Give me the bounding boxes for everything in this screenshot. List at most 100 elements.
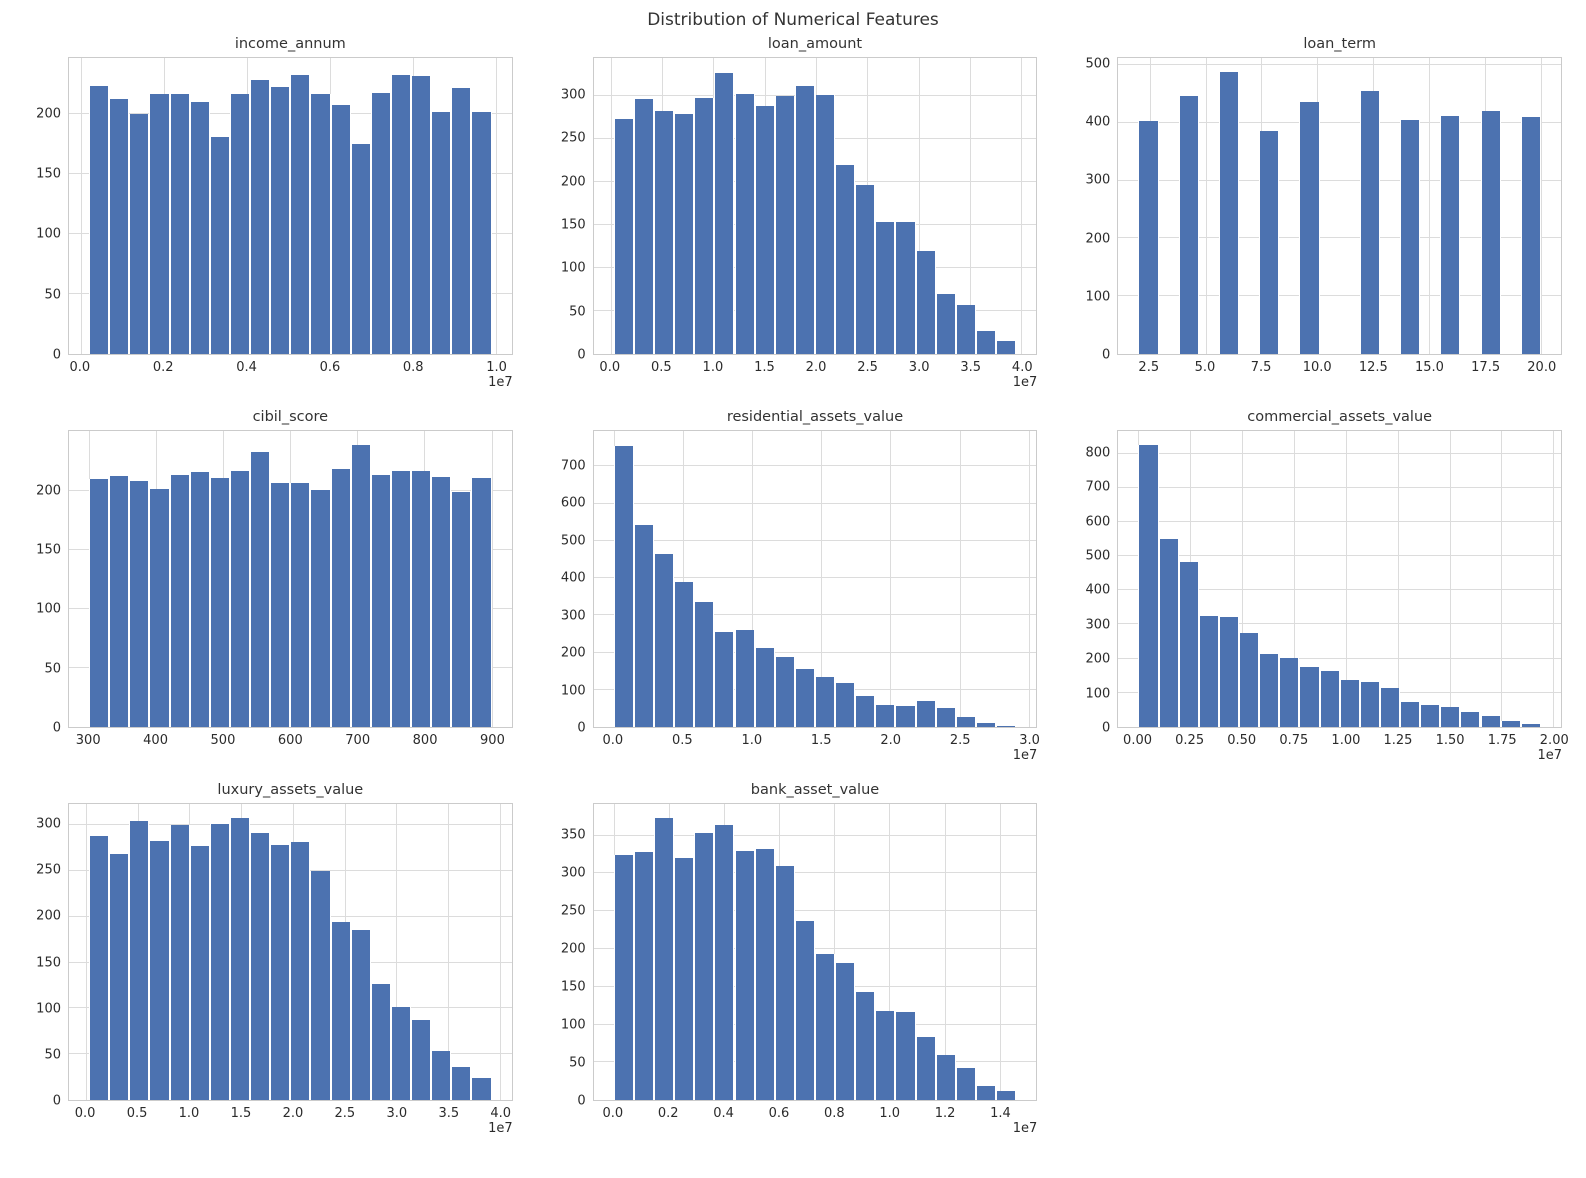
- gridline-vertical: [889, 804, 891, 1100]
- histogram-bar: [875, 704, 896, 727]
- x-tick-label: 1.2: [934, 1106, 956, 1121]
- x-tick-label: 0.25: [1175, 733, 1205, 748]
- gridline-vertical: [1553, 431, 1555, 727]
- x-tick-label: 0.2: [152, 360, 174, 375]
- gridline-vertical: [1242, 431, 1244, 727]
- x-tick-label: 1.25: [1383, 733, 1413, 748]
- x-tick-label: 1.0: [486, 360, 507, 375]
- gridline-vertical: [890, 431, 892, 727]
- histogram-bar: [915, 1037, 936, 1100]
- chart-title: bank_asset_value: [750, 782, 880, 798]
- axis-offset-label: 1e7: [1012, 375, 1038, 390]
- histogram-bar: [835, 683, 856, 727]
- histogram-bar: [794, 669, 815, 727]
- histogram-bar: [431, 1051, 452, 1100]
- histogram-bar: [390, 74, 412, 354]
- y-axis: 0 50 100 150 200: [24, 430, 68, 734]
- x-tick-label: 0.4: [236, 360, 257, 375]
- y-tick-label: 300: [560, 608, 586, 624]
- y-axis: 0 100 200 300 400 500: [1073, 56, 1117, 361]
- histogram-bar: [229, 93, 251, 354]
- x-tick-label: 2.0: [880, 733, 902, 748]
- y-tick-label: 0: [577, 720, 586, 736]
- gridline-vertical: [1429, 58, 1431, 354]
- y-tick-label: 100: [1085, 686, 1111, 702]
- gridline-vertical: [970, 58, 971, 354]
- x-tick-label: 0.0: [602, 733, 624, 748]
- histogram-bar: [1500, 720, 1521, 727]
- y-tick-label: 0: [1102, 720, 1111, 736]
- histogram-bar: [270, 845, 291, 1100]
- histogram-bar: [654, 111, 675, 354]
- histogram-bar: [1339, 680, 1360, 727]
- y-tick-label: 250: [560, 903, 586, 919]
- histogram-bar: [996, 341, 1017, 354]
- histogram-bar: [996, 725, 1017, 727]
- y-tick-label: 0: [577, 1093, 586, 1109]
- gridline-horizontal: [69, 824, 512, 826]
- x-tick-label: 3.0: [908, 360, 930, 375]
- y-tick-label: 700: [1085, 479, 1111, 495]
- plot-area: [592, 803, 1038, 1101]
- histogram-bar: [370, 92, 391, 354]
- histogram-bar: [674, 858, 695, 1100]
- axis-offset-label: 1e7: [488, 1121, 513, 1136]
- gridline-horizontal: [593, 502, 1037, 504]
- histogram-bar: [471, 1078, 492, 1100]
- histogram-bar: [1359, 90, 1380, 354]
- y-tick-label: 200: [36, 106, 61, 122]
- gridline-vertical: [1294, 431, 1296, 727]
- histogram-bar: [935, 1054, 956, 1100]
- histogram-bar: [209, 478, 230, 727]
- histogram-bar: [694, 602, 715, 727]
- histogram-bar: [169, 93, 190, 354]
- histogram-bar: [250, 452, 271, 727]
- x-tick-label: 900: [480, 733, 505, 748]
- histogram-bar: [1259, 131, 1280, 354]
- axis-offset-label: 1e7: [488, 375, 513, 390]
- x-tick-label: 0.0: [602, 1106, 624, 1121]
- gridline-vertical: [495, 58, 497, 354]
- histogram-bar: [1218, 616, 1240, 727]
- y-tick-label: 500: [1085, 56, 1111, 72]
- gridline-horizontal: [1118, 486, 1561, 488]
- histogram-bar: [814, 676, 836, 727]
- histogram-bar: [350, 144, 371, 354]
- y-tick-label: 150: [36, 955, 61, 971]
- histogram-bar: [290, 841, 311, 1100]
- y-tick-label: 200: [1085, 651, 1111, 667]
- histogram-bar: [955, 304, 976, 354]
- histogram-bar: [1299, 666, 1320, 727]
- histogram-bar: [855, 992, 876, 1100]
- histogram-bar: [734, 94, 755, 354]
- charts-grid: income_annum 0 50 100 150 200 0.0 0.2 0.4 0.6 0.8 1…: [8, 36, 1578, 1135]
- histogram-bar: [189, 472, 210, 727]
- x-tick-label: 0.6: [319, 360, 341, 375]
- histogram-bar: [270, 482, 291, 727]
- histogram-bar: [330, 104, 351, 354]
- histogram-bar: [613, 855, 634, 1100]
- histogram-bar: [855, 184, 876, 354]
- histogram-bar: [109, 98, 130, 354]
- x-tick-label: 4.0: [1011, 360, 1033, 375]
- gridline-vertical: [1540, 58, 1542, 354]
- x-axis: 0.00 0.25 0.50 0.75 1.00 1.25 1.50 1.75 2.00 1e7: [1117, 728, 1569, 762]
- x-tick-label: 10.0: [1302, 360, 1332, 375]
- histogram-bar: [370, 474, 391, 727]
- x-tick-label: 3.5: [960, 360, 982, 375]
- y-tick-label: 700: [560, 458, 586, 474]
- histogram-bar: [411, 1020, 432, 1100]
- x-tick-label: 0.0: [599, 360, 621, 375]
- chart-body: 0 100 200 300 400 500 600 700: [549, 430, 1038, 735]
- x-tick-label: 0.2: [657, 1106, 679, 1121]
- histogram-bar: [1440, 706, 1461, 727]
- histogram-bar: [754, 106, 775, 354]
- histogram-bar: [229, 817, 251, 1100]
- histogram-bar: [1158, 539, 1179, 727]
- histogram-bar: [350, 445, 371, 727]
- histogram-bar: [149, 840, 170, 1100]
- x-tick-label: 1.5: [230, 1106, 252, 1121]
- y-tick-label: 500: [1085, 548, 1111, 564]
- histogram-bar: [109, 854, 130, 1100]
- histogram-bar: [1359, 682, 1380, 727]
